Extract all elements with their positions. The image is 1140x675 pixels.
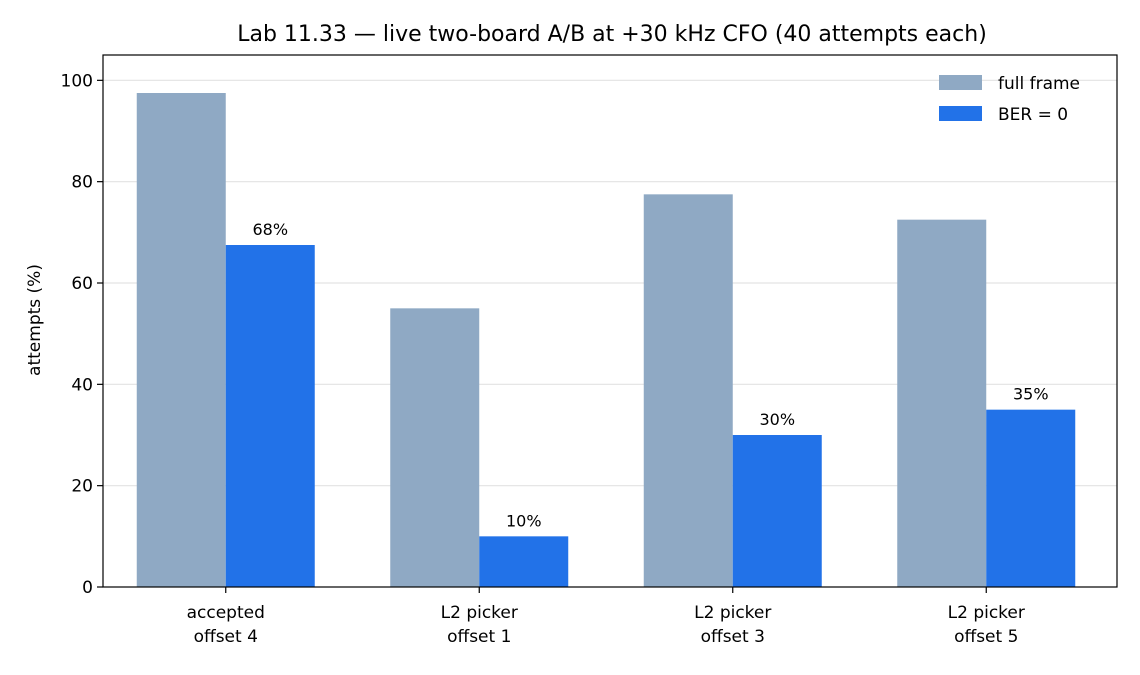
- chart-title: Lab 11.33 — live two-board A/B at +30 kH…: [237, 22, 987, 47]
- y-tick-label: 100: [61, 71, 93, 91]
- y-axis: 0 20 40 60 80 100: [61, 71, 103, 598]
- y-tick-label: 40: [71, 375, 93, 395]
- legend-swatch: [939, 106, 982, 121]
- bar: [897, 219, 987, 587]
- bar: [986, 409, 1076, 587]
- bar: [479, 536, 569, 587]
- legend: full frame BER = 0: [939, 74, 1080, 125]
- bar: [643, 194, 733, 588]
- data-labels: 68% 10% 30% 35%: [252, 220, 1048, 530]
- y-axis-label: attempts (%): [25, 264, 45, 376]
- y-tick-label: 80: [71, 173, 93, 193]
- data-label: 35%: [1013, 385, 1049, 404]
- x-tick-label: L2 picker offset 5: [948, 603, 1025, 647]
- y-tick-label: 60: [71, 274, 93, 294]
- bar: [732, 435, 822, 587]
- bars: [136, 93, 1076, 588]
- legend-label: BER = 0: [998, 105, 1068, 125]
- legend-label: full frame: [998, 74, 1080, 94]
- data-label: 10%: [506, 511, 542, 530]
- legend-swatch: [939, 75, 982, 90]
- y-tick-label: 20: [71, 477, 93, 497]
- x-tick-label: L2 picker offset 1: [441, 603, 518, 647]
- bar: [136, 93, 226, 587]
- bar: [390, 308, 480, 587]
- x-tick-label: L2 picker offset 3: [694, 603, 771, 647]
- y-tick-label: 0: [82, 578, 93, 598]
- bar: [225, 245, 315, 587]
- plot-frame: [102, 54, 1118, 588]
- data-label: 68%: [252, 220, 288, 239]
- x-tick-label: accepted offset 4: [187, 603, 265, 647]
- x-axis: accepted offset 4 L2 picker offset 1 L2 pick…: [187, 587, 1025, 647]
- data-label: 30%: [759, 410, 795, 429]
